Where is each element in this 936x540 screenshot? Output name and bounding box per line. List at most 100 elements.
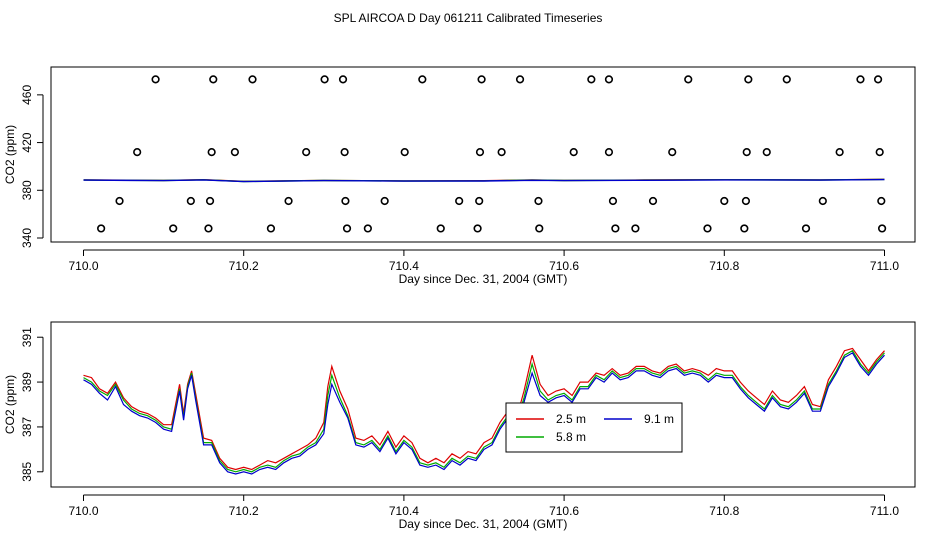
data-point (740, 224, 749, 233)
data-point (741, 196, 751, 206)
page-title: SPL AIRCOA D Day 061211 Calibrated Times… (334, 11, 603, 25)
data-point (608, 196, 618, 206)
data-point (818, 196, 827, 206)
data-point (631, 224, 640, 233)
x-axis-label: Day since Dec. 31, 2004 (GMT) (399, 272, 568, 286)
data-group (83, 347, 885, 475)
data-point (477, 75, 486, 84)
data-point (611, 224, 620, 233)
chart-panel-bottom: 710.0 710.2 710.4 710.6 710.8 711.0 Day since … (3, 321, 916, 531)
data-point (380, 196, 389, 206)
data-point (151, 75, 160, 84)
data-point (230, 148, 239, 157)
legend: 2.5 m 9.1 m 5.8 m (505, 402, 683, 453)
y-tick-label: 387 (20, 417, 34, 437)
x-tick-label: 710.2 (229, 259, 259, 273)
data-point (782, 75, 791, 84)
data-point (400, 148, 409, 157)
data-point (801, 224, 811, 233)
x-tick-label: 710.6 (549, 259, 579, 273)
data-point (877, 224, 887, 233)
data-point (535, 224, 544, 233)
data-point (133, 148, 142, 157)
legend-box (505, 402, 683, 453)
data-point (209, 75, 218, 84)
data-point (684, 75, 693, 84)
data-point (342, 224, 352, 233)
data-point (873, 75, 883, 84)
data-point (186, 196, 195, 206)
y-tick-label: 460 (20, 85, 34, 105)
y-axis-label: CO2 (ppm) (3, 125, 17, 184)
data-point (473, 224, 482, 233)
series-line-5-8-m (83, 349, 885, 473)
data-point (569, 148, 578, 157)
data-point (248, 75, 257, 84)
y-tick-label: 389 (20, 372, 34, 392)
data-point (97, 224, 106, 233)
data-point (703, 224, 712, 233)
data-point (877, 196, 886, 206)
data-point (475, 148, 485, 157)
data-point (587, 75, 596, 84)
data-point (340, 148, 349, 157)
data-point (341, 196, 350, 206)
data-point (648, 196, 658, 206)
x-tick-label: 710.2 (229, 504, 259, 518)
data-point (338, 75, 348, 84)
data-point (436, 224, 445, 233)
data-point (668, 148, 677, 157)
series-line-2-5-m (83, 347, 885, 471)
data-point (302, 148, 311, 157)
series-line-9-1-m (83, 178, 885, 183)
x-axis-label: Day since Dec. 31, 2004 (GMT) (399, 517, 568, 531)
plot-frame (50, 66, 916, 243)
data-point (604, 148, 614, 157)
legend-entry: 5.8 m (556, 430, 586, 444)
data-point (115, 196, 124, 206)
x-tick-label: 711.0 (870, 259, 899, 273)
data-point (534, 196, 543, 206)
data-point (169, 224, 178, 233)
x-tick-label: 710.8 (709, 504, 739, 518)
data-point (497, 148, 506, 157)
x-tick-label: 710.0 (68, 504, 98, 518)
legend-entry: 2.5 m (556, 412, 586, 426)
data-point (515, 75, 525, 84)
y-tick-label: 391 (20, 327, 34, 347)
data-group (83, 75, 887, 233)
plot-frame (50, 321, 916, 488)
data-point (455, 196, 464, 206)
x-tick-label: 710.4 (389, 504, 419, 518)
data-point (762, 148, 771, 157)
y-tick-label: 420 (20, 132, 34, 152)
legend-entry: 9.1 m (644, 412, 674, 426)
y-tick-label: 340 (20, 228, 34, 248)
data-point (742, 148, 751, 157)
data-point (835, 148, 844, 157)
data-point (875, 148, 884, 157)
data-point (284, 196, 293, 206)
data-point (604, 75, 614, 84)
data-point (204, 224, 213, 233)
x-tick-label: 711.0 (870, 504, 899, 518)
x-tick-label: 710.8 (709, 259, 739, 273)
data-point (207, 148, 216, 157)
data-point (720, 196, 729, 206)
y-tick-label: 380 (20, 180, 34, 200)
data-point (266, 224, 276, 233)
data-point (363, 224, 372, 233)
data-point (744, 75, 753, 84)
x-tick-label: 710.0 (68, 259, 98, 273)
data-point (320, 75, 329, 84)
data-point (475, 196, 484, 206)
x-tick-label: 710.6 (549, 504, 579, 518)
series-line-9-1-m (83, 352, 885, 475)
y-axis-label: CO2 (ppm) (3, 375, 17, 434)
x-tick-label: 710.4 (389, 259, 419, 273)
data-point (856, 75, 865, 84)
chart-panel-top: 710.0 710.2 710.4 710.6 710.8 711.0 Day since … (3, 66, 916, 286)
y-tick-label: 385 (20, 461, 34, 481)
data-point (205, 196, 215, 206)
